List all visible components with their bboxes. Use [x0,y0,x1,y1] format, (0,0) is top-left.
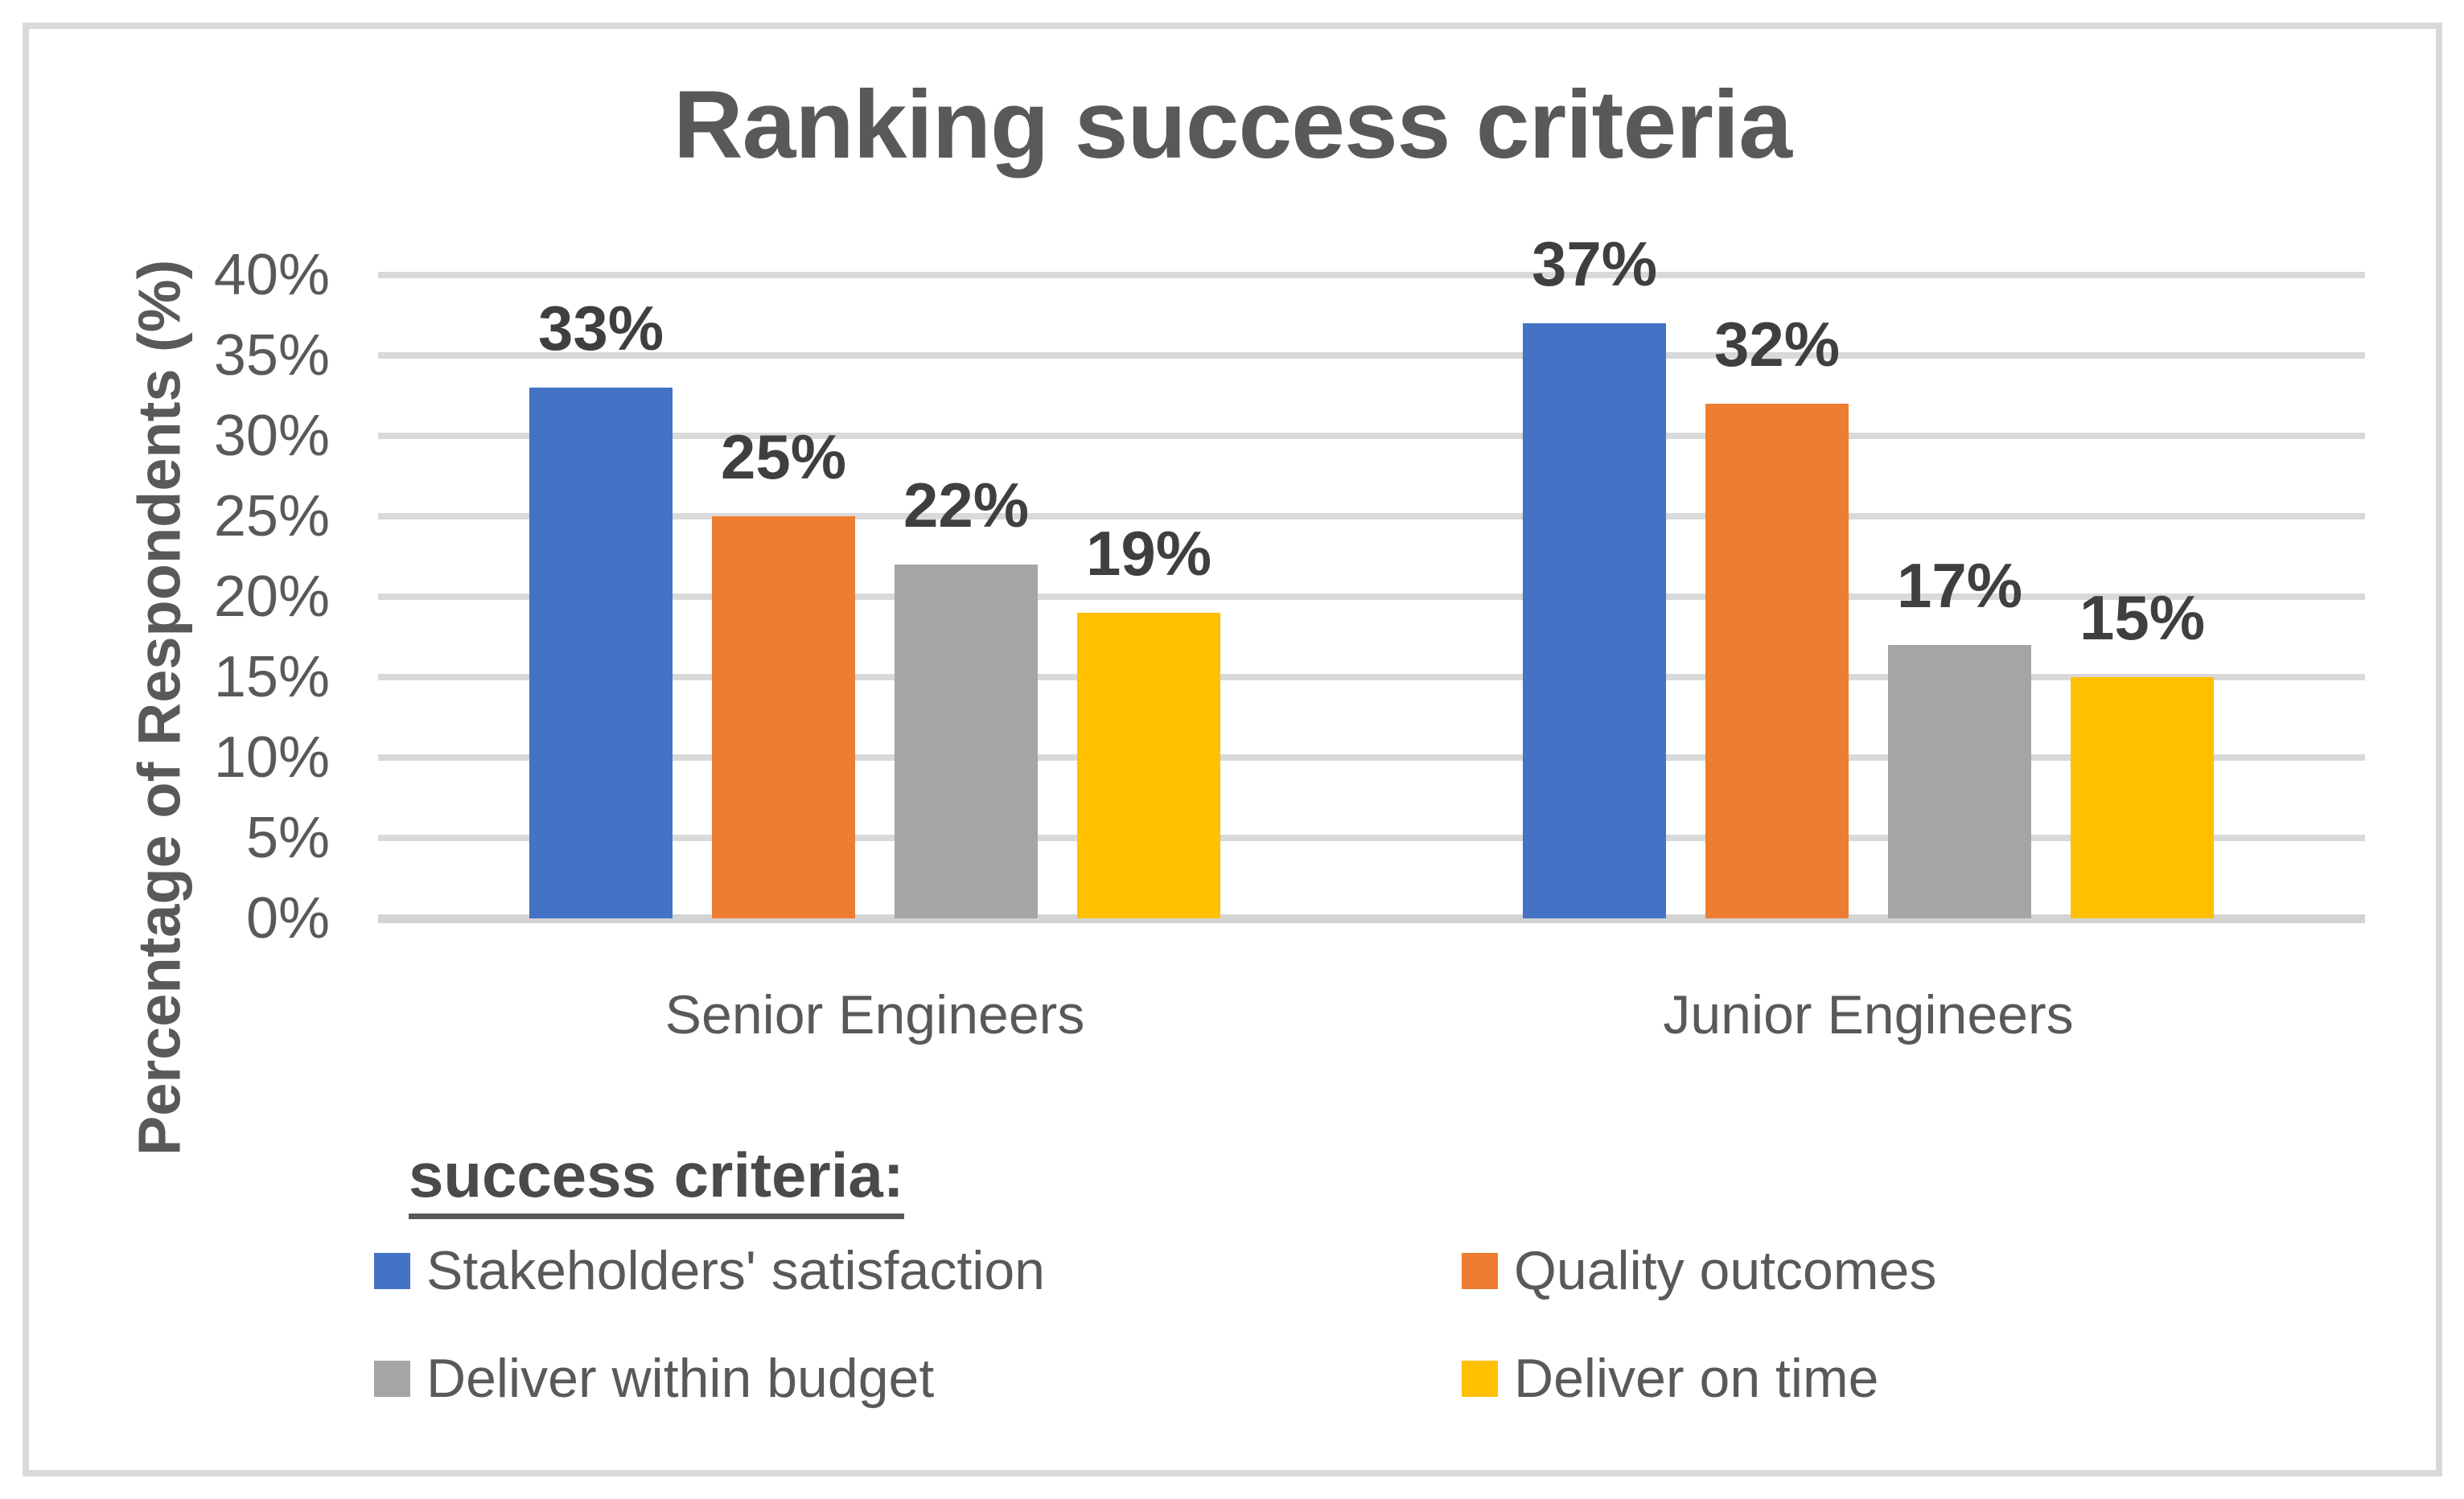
chart-title: Ranking success criteria [673,71,1792,179]
legend-swatch-3 [374,1361,410,1397]
legend-swatch-1 [374,1253,410,1289]
bar-value-label: 32% [1713,309,1841,380]
chart-frame-border [23,23,2442,1476]
bar-value-label: 19% [1085,518,1212,589]
x-category-label-0: Senior Engineers [664,984,1085,1045]
bar-senior-engineers-s0 [529,388,673,918]
bar-senior-engineers-s3 [1077,613,1220,918]
y-tick-label-0: 0% [245,886,330,951]
legend-label-4: Deliver on time [1514,1348,1879,1409]
y-tick-label-35: 35% [213,323,330,388]
x-axis-line [378,914,2365,923]
gridline-30 [378,433,2365,439]
bar-senior-engineers-s2 [895,565,1038,918]
bar-value-label: 33% [537,293,664,363]
bar-junior-engineers-s2 [1888,645,2031,918]
y-tick-label-10: 10% [213,725,330,790]
gridline-10 [378,754,2365,761]
gridline-40 [378,272,2365,278]
bar-junior-engineers-s0 [1523,323,1666,918]
y-tick-label-20: 20% [213,565,330,629]
gridline-15 [378,674,2365,680]
gridline-20 [378,593,2365,600]
bar-value-label: 37% [1531,228,1658,299]
gridline-5 [378,835,2365,841]
gridline-35 [378,352,2365,359]
y-axis-title: Percentage of Respondents (%) [125,259,193,1156]
bar-value-label: 25% [720,421,847,492]
bar-value-label: 15% [2079,582,2206,653]
y-tick-label-30: 30% [213,404,330,468]
bar-senior-engineers-s1 [712,516,855,918]
bar-junior-engineers-s1 [1705,404,1849,918]
bar-junior-engineers-s3 [2071,677,2214,918]
x-category-label-1: Junior Engineers [1663,984,2074,1045]
legend-heading: success criteria: [409,1144,904,1219]
gridline-25 [378,513,2365,520]
legend-swatch-2 [1462,1253,1498,1289]
y-tick-label-15: 15% [213,645,330,709]
bar-value-label: 22% [903,470,1030,540]
y-tick-label-5: 5% [245,806,330,870]
legend-label-1: Stakeholders' satisfaction [426,1240,1045,1301]
y-tick-label-40: 40% [213,243,330,307]
legend-label-2: Quality outcomes [1514,1240,1937,1301]
y-tick-label-25: 25% [213,484,330,548]
bar-value-label: 17% [1896,550,2023,621]
legend-swatch-4 [1462,1361,1498,1397]
legend-label-3: Deliver within budget [426,1348,935,1409]
